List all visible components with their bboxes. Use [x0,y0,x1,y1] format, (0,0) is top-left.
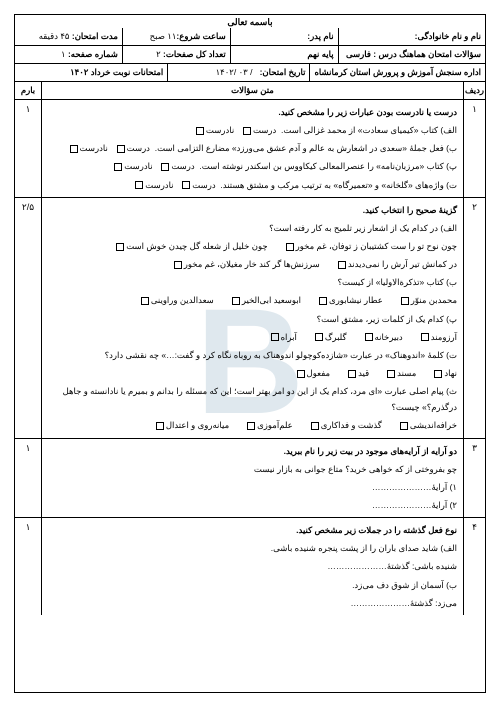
checkbox-icon[interactable] [161,163,169,171]
checkbox-icon[interactable] [365,333,373,341]
duration: مدت امتحان: ۴۵ دقیقه [15,28,122,45]
q2-c: پ) کدام یک از کلمات زیر، مشتق است؟ [48,311,457,327]
header-row-3: اداره سنجش آموزش و پرورش استان کرمانشاه … [15,64,485,82]
q1-number: ۱ [463,100,485,197]
question-4: ۴ نوع فعل گذشته را در جملات زیر مشخص کنی… [15,518,485,615]
col-head-barom: بارم [15,82,41,99]
basmala-text: باسمه تعالی [15,15,485,28]
checkbox-icon[interactable] [401,297,409,305]
question-1: ۱ درست یا نادرست بودن عبارات زیر را مشخص… [15,100,485,198]
checkbox-icon[interactable] [338,261,346,269]
checkbox-icon[interactable] [156,422,164,430]
columns-header: ردیف متن سؤالات بارم [15,82,485,100]
q2-number: ۲ [463,198,485,438]
checkbox-icon[interactable] [174,261,182,269]
col-head-radif: ردیف [463,82,485,99]
grade: پایه نهم [230,46,338,63]
q4-b: ب) آسمان از شوق دف می‌زد. [48,577,457,593]
q3-blank2: ۲) آرایهٔ………………… [48,497,457,513]
checkbox-icon[interactable] [315,333,323,341]
q3-number: ۳ [463,439,485,518]
checkbox-icon[interactable] [247,422,255,430]
checkbox-icon[interactable] [117,145,125,153]
header-row-1: نام و نام خانوادگی: نام پدر: ساعت شروع:۱… [15,28,485,46]
q3-score: ۱ [15,439,41,518]
col-head-matn: متن سؤالات [41,82,463,99]
q4-a-blank: شنیده باشی: گذشتهٔ………………… [48,558,457,574]
father-name-label: نام پدر: [230,28,338,45]
checkbox-icon[interactable] [319,297,327,305]
q1-c: پ) کتاب «مرزبان‌نامه» را عنصرالمعالی کیک… [199,161,457,171]
checkbox-icon[interactable] [297,370,305,378]
checkbox-icon[interactable] [116,243,124,251]
checkbox-icon[interactable] [348,370,356,378]
checkbox-icon[interactable] [141,297,149,305]
checkbox-icon[interactable] [434,370,442,378]
q2-a: الف) در کدام یک از اشعار زیر تلمیح به کا… [48,220,457,236]
q2-b: ب) کتاب «تذکرةالاولیا» از کیست؟ [48,274,457,290]
q3-blank1: ۱) آرایهٔ………………… [48,479,457,495]
q4-a: الف) شاید صدای باران را از پشت پنجره شنی… [48,540,457,556]
q4-b-blank: می‌زد: گذشتهٔ………………… [48,595,457,611]
q4-number: ۴ [463,518,485,615]
q3-line: چو بفروختی از که خواهی خرید؟ متاع جوانی … [48,461,457,477]
q2-score: ۲/۵ [15,198,41,438]
q1-score: ۱ [15,100,41,197]
checkbox-icon[interactable] [135,181,143,189]
organization: اداره سنجش آموزش و پرورش استان کرمانشاه [309,64,485,81]
q2-e: ث) پیام اصلی عبارت «ای مرد، کدام یک از ا… [48,383,457,415]
checkbox-icon[interactable] [421,333,429,341]
header-row-2: سؤالات امتحان هماهنگ درس : فارسی پایه نه… [15,46,485,64]
question-2: ۲ گزینهٔ صحیح را انتخاب کنید. الف) در کد… [15,198,485,439]
page-number: شماره صفحه: ۱ [15,46,122,63]
checkbox-icon[interactable] [70,145,78,153]
q4-score: ۱ [15,518,41,615]
q1-a: الف) کتاب «کیمیای سعادت» از محمد غزالی ا… [281,125,457,135]
checkbox-icon[interactable] [400,422,408,430]
checkbox-icon[interactable] [182,181,190,189]
page-count: تعداد کل صفحات: ۲ [122,46,230,63]
checkbox-icon[interactable] [196,127,204,135]
exam-date: تاریخ امتحان: / ۰۳ /۱۴۰۲ [167,64,309,81]
checkbox-icon[interactable] [232,297,240,305]
checkbox-icon[interactable] [114,163,122,171]
q2-d: ت) کلمهٔ «اندوهناک» در عبارت «شازده‌کوچو… [48,347,457,363]
student-name-label: نام و نام خانوادگی: [338,28,485,45]
exam-term: امتحانات نوبت خرداد ۱۴۰۲ [15,64,167,81]
q1-d: ت) واژه‌های «گلخانه» و «تعمیرگاه» به ترت… [220,180,457,190]
checkbox-icon[interactable] [311,422,319,430]
checkbox-icon[interactable] [243,127,251,135]
start-time: ساعت شروع:۱۱ صبح [122,28,230,45]
question-3: ۳ دو آرایه از آرایه‌های موجود در بیت زیر… [15,439,485,519]
q1-b: ب) فعل جملهٔ «سعدی در اشعارش به عالم و آ… [155,143,457,153]
q1-title: درست یا نادرست بودن عبارات زیر را مشخص ک… [48,104,457,120]
q2-title: گزینهٔ صحیح را انتخاب کنید. [48,202,457,218]
checkbox-icon[interactable] [286,243,294,251]
q4-title: نوع فعل گذشته را در جملات زیر مشخص کنید. [48,522,457,538]
checkbox-icon[interactable] [387,370,395,378]
checkbox-icon[interactable] [271,333,279,341]
q3-title: دو آرایه از آرایه‌های موجود در بیت زیر ر… [48,443,457,459]
subject: سؤالات امتحان هماهنگ درس : فارسی [338,46,485,63]
